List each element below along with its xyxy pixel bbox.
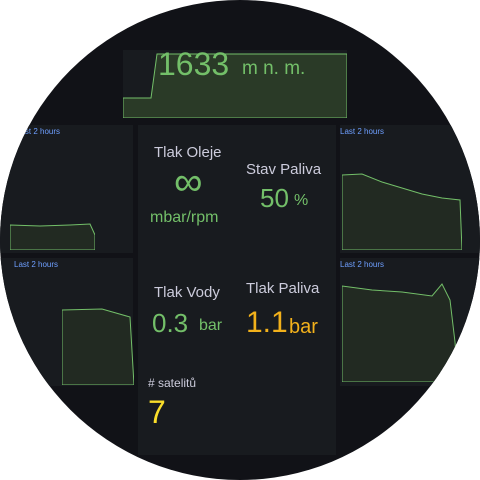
time-range: Last 2 hours xyxy=(14,260,59,269)
altitude-sparkline xyxy=(123,53,347,118)
panel-value: 50 xyxy=(260,183,289,213)
panel-title: Tlak Paliva xyxy=(246,280,320,297)
panel-value: ∞ xyxy=(174,160,203,204)
panel-unit: mbar/rpm xyxy=(150,209,219,226)
panel-title: # satelitů xyxy=(148,376,197,390)
time-range: Last 2 hours xyxy=(340,127,385,136)
panel-value: 0.3 xyxy=(152,308,189,338)
panel xyxy=(138,125,336,455)
altitude-value: 1633 xyxy=(158,46,230,82)
sparkline xyxy=(10,223,95,250)
sparkline xyxy=(342,173,462,250)
altitude-unit: m n. m. xyxy=(242,58,306,79)
sparkline xyxy=(342,283,459,382)
panel-title: Tlak Vody xyxy=(154,284,220,301)
panel-value: 1.1 xyxy=(246,306,288,339)
panel-value: 7 xyxy=(148,394,166,430)
time-range: Last 2 hours xyxy=(16,127,61,136)
panel-title: Stav Paliva xyxy=(246,161,322,178)
panel-unit: bar xyxy=(289,316,318,338)
time-range: Last 2 hours xyxy=(340,260,385,269)
panel-title: Tlak Oleje xyxy=(154,144,222,161)
panel-unit: bar xyxy=(199,317,223,334)
panel-unit: % xyxy=(294,192,309,209)
sparkline xyxy=(62,308,134,385)
